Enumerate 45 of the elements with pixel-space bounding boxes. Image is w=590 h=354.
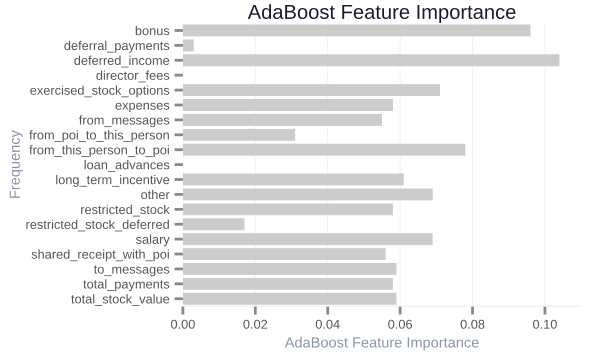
y-tick-label: total_stock_value xyxy=(71,294,170,306)
x-axis-title: AdaBoost Feature Importance xyxy=(284,336,479,350)
x-tick-label: 0.08 xyxy=(460,320,484,329)
bar xyxy=(182,278,393,290)
bar xyxy=(182,99,393,111)
y-tick-label: from_this_person_to_poi xyxy=(29,145,169,157)
bar xyxy=(182,128,296,141)
bar xyxy=(182,188,433,200)
y-tick-label: director_fees xyxy=(96,70,170,82)
y-tick-label: from_messages xyxy=(78,115,170,128)
y-tick-label: other xyxy=(141,190,170,200)
y-tick-label: restricted_stock xyxy=(81,204,170,216)
y-tick-label: from_poi_to_this_person xyxy=(29,130,169,142)
y-tick-label: restricted_stock_deferred xyxy=(26,220,169,232)
y-tick-label: long_term_incentive xyxy=(56,174,170,187)
y-tick-label: salary xyxy=(136,234,170,246)
bar xyxy=(182,218,244,230)
bar xyxy=(182,114,382,126)
bar xyxy=(182,174,404,186)
bar xyxy=(182,292,397,305)
y-tick-label: to_messages xyxy=(94,265,170,276)
x-tick-label: 0.02 xyxy=(243,320,268,329)
x-tick-label: 0.04 xyxy=(316,320,340,329)
bar xyxy=(182,54,560,66)
x-tick-label: 0.06 xyxy=(388,320,412,329)
x-tick-label: 0.00 xyxy=(170,320,195,329)
y-tick-label: shared_receipt_with_poi xyxy=(32,249,169,262)
y-tick-label: exercised_stock_options xyxy=(30,85,170,98)
bar xyxy=(182,233,433,246)
y-tick-label: loan_advances xyxy=(84,160,170,172)
chart-title: AdaBoost Feature Importance xyxy=(248,4,516,24)
bar xyxy=(182,144,466,156)
y-tick-label: bonus xyxy=(136,26,170,36)
y-axis-title: Frequency xyxy=(10,130,23,198)
bar xyxy=(182,203,393,216)
bar xyxy=(182,24,530,36)
bar xyxy=(182,262,397,275)
y-tick-label: expenses xyxy=(116,102,170,112)
x-tick-label: 0.10 xyxy=(533,320,557,329)
bar xyxy=(182,84,440,96)
bar xyxy=(182,248,386,260)
bar xyxy=(182,39,194,52)
y-tick-label: total_payments xyxy=(83,279,170,292)
y-tick-label: deferred_income xyxy=(74,56,170,68)
y-tick-label: deferral_payments xyxy=(64,40,170,53)
